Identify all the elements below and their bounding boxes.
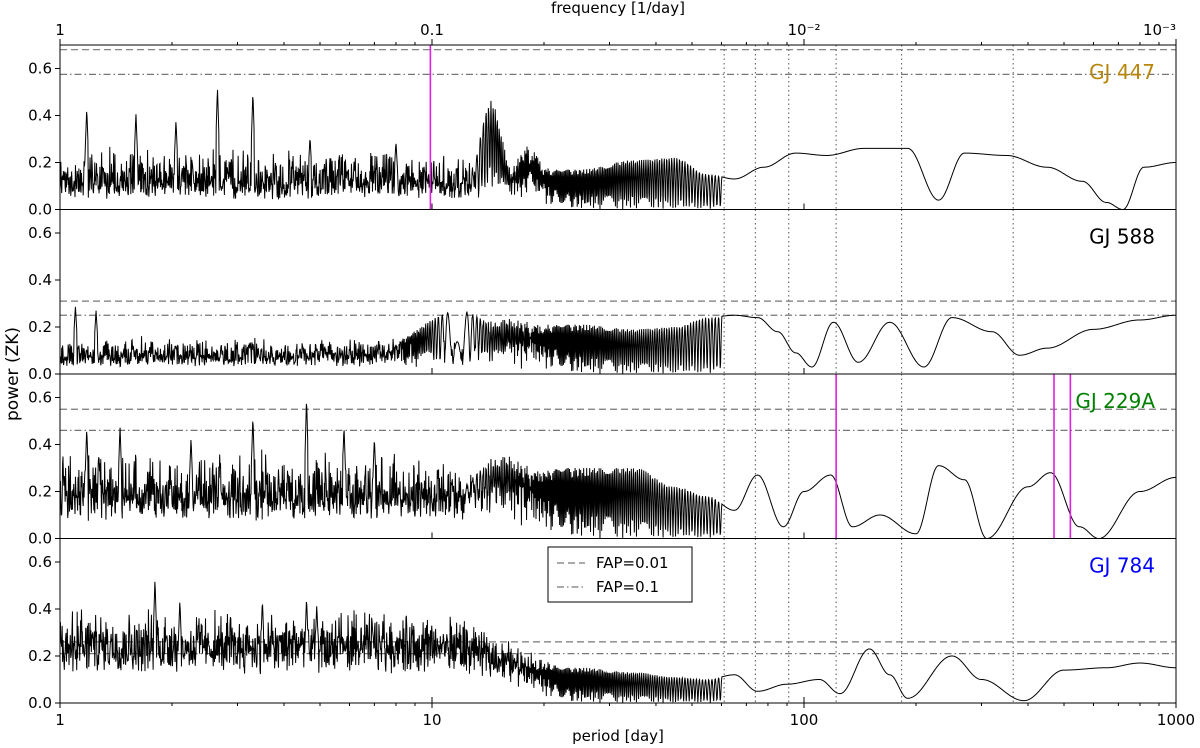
panel-gj229a (55, 373, 1177, 539)
power-curve (60, 89, 1176, 210)
top-axis-label: frequency [1/day] (551, 0, 685, 17)
x-tick-label: 100 (790, 711, 819, 729)
y-tick-label: 0.4 (28, 271, 52, 289)
panel-gj784 (55, 538, 1177, 704)
y-tick-label: 0.4 (28, 600, 52, 618)
y-tick-label: 0.0 (28, 530, 52, 548)
panel-name-label: GJ 784 (1089, 554, 1155, 578)
x-tick-label: 1 (55, 711, 65, 729)
y-tick-label: 0.0 (28, 694, 52, 712)
y-tick-label: 0.2 (28, 647, 52, 665)
top-tick-label: 10⁻² (787, 21, 820, 39)
panel-name-label: GJ 588 (1089, 225, 1155, 249)
panel-gj588 (55, 209, 1177, 375)
top-tick-label: 10⁻³ (1143, 21, 1176, 39)
y-tick-label: 0.6 (28, 60, 52, 78)
panel-frame (59, 538, 1177, 704)
panel-name-label: GJ 447 (1089, 60, 1155, 84)
top-tick-label: 1 (55, 21, 65, 39)
power-curve (60, 306, 1176, 374)
legend-label: FAP=0.1 (596, 578, 659, 596)
y-axis-label: power (ZK) (3, 327, 23, 421)
panel-gj447 (55, 44, 1177, 210)
y-tick-label: 0.0 (28, 365, 52, 383)
y-tick-label: 0.2 (28, 318, 52, 336)
legend (547, 546, 693, 603)
y-tick-label: 0.4 (28, 107, 52, 125)
y-tick-label: 0.0 (28, 201, 52, 219)
legend-box (547, 546, 693, 603)
power-curve (60, 403, 1176, 539)
power-curve (60, 581, 1176, 703)
x-tick-label: 10 (422, 711, 441, 729)
top-tick-label: 0.1 (420, 21, 444, 39)
panel-name-label: GJ 229A (1075, 389, 1155, 413)
x-axis-label: period [day] (572, 727, 664, 745)
y-tick-label: 0.4 (28, 436, 52, 454)
x-tick-label: 1000 (1157, 711, 1195, 729)
y-tick-label: 0.2 (28, 483, 52, 501)
y-tick-label: 0.6 (28, 389, 52, 407)
legend-label: FAP=0.01 (596, 554, 669, 572)
y-tick-label: 0.2 (28, 154, 52, 172)
y-tick-label: 0.6 (28, 224, 52, 242)
y-tick-label: 0.6 (28, 553, 52, 571)
